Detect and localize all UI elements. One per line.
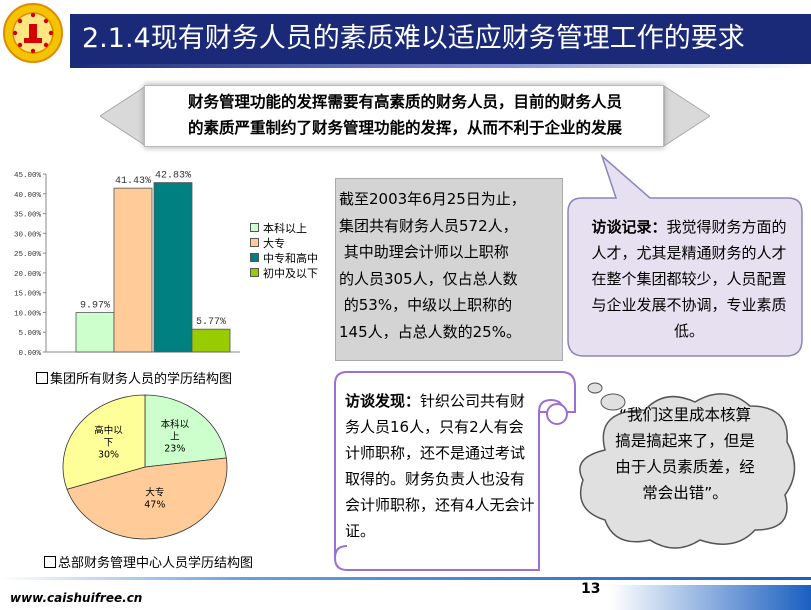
bar-value-label: 41.43%	[115, 176, 151, 187]
pie-label: 大专	[145, 487, 164, 499]
finding-label: 访谈发现：	[345, 392, 421, 410]
legend-label: 初中及以下	[263, 266, 318, 280]
bar-value-label: 5.77%	[196, 317, 226, 328]
y-tick-label: 40.00%	[14, 192, 42, 200]
interview-label: 访谈记录：	[591, 218, 667, 236]
pie-label: 上	[170, 431, 180, 442]
interview-text: 访谈记录：我觉得财务方面的人才，尤其是精通财务的人才在整个集团都较少，人员配置与…	[589, 214, 789, 344]
pie-label: 30%	[98, 450, 119, 461]
pie-label: 47%	[144, 500, 165, 511]
subtitle-line-1: 财务管理功能的发挥需要有高素质的财务人员，目前的财务人员	[187, 93, 622, 111]
legend-swatch	[250, 268, 259, 277]
title-bar	[70, 14, 811, 68]
subtitle-line-2: 的素质严重制约了财务管理功能的发挥，从而不利于企业的发展	[187, 119, 622, 137]
quote-cloud	[579, 382, 796, 549]
legend-item: 初中及以下	[250, 265, 318, 280]
bar-value-label: 9.97%	[80, 301, 110, 312]
legend-item: 大专	[250, 235, 318, 250]
stats-box	[335, 178, 563, 361]
bar	[113, 187, 153, 353]
subtitle-box	[144, 85, 664, 147]
subtitle-arrows	[100, 85, 710, 147]
bar-chart-caption: 集团所有财务人员的学历结构图	[36, 368, 232, 387]
bar-value-label: 42.83%	[155, 171, 191, 182]
y-tick-label: 20.00%	[14, 271, 42, 279]
pie-label: 23%	[164, 443, 185, 454]
stats-line: 截至2003年6月25日为止，	[339, 190, 526, 208]
y-tick-label: 30.00%	[14, 231, 42, 239]
stats-text: 截至2003年6月25日为止， 集团共有财务人员572人， 其中助理会计师以上职…	[339, 186, 559, 345]
legend-label: 大专	[263, 236, 285, 250]
legend-swatch	[250, 223, 259, 232]
pie-label: 下	[104, 438, 114, 449]
stats-line: 145人，占总人数的25%。	[339, 322, 521, 341]
quote-text: “我们这里成本核算搞是搞起来了，但是由于人员素质差，经常会出错”。	[615, 406, 755, 502]
legend-item: 本科以上	[250, 220, 318, 235]
pie-label: 高中以	[94, 425, 123, 437]
footer-divider	[0, 577, 811, 580]
pie-chart-caption: 总部财务管理中心人员学历结构图	[44, 552, 253, 571]
y-tick-label: 5.00%	[18, 330, 41, 338]
interview-callout	[567, 153, 803, 357]
y-tick-label: 45.00%	[14, 172, 42, 180]
legend-swatch	[250, 253, 259, 262]
pie-slice	[62, 394, 146, 490]
bar	[75, 312, 115, 353]
bar	[191, 328, 231, 353]
footer-strip	[610, 585, 811, 610]
bar-chart: 0.00% 5.00% 10.00% 15.00% 20.00% 25.00% 30.00%…	[14, 171, 240, 358]
logo-icon	[3, 3, 63, 63]
stats-line: 的53%，中级以上职称的	[339, 296, 513, 314]
stats-line: 的人员305人，仅占总人数	[339, 269, 518, 288]
legend-item: 中专和高中	[250, 250, 318, 265]
legend-label: 中专和高中	[263, 251, 318, 265]
finding-text: 访谈发现：针织公司共有财务人员16人，只有2人有会计师职称，还不是通过考试取得的…	[345, 388, 535, 544]
page-number: 13	[581, 581, 601, 597]
y-tick-label: 0.00%	[18, 350, 41, 358]
slide-title: 2.1.4现有财务人员的素质难以适应财务管理工作的要求	[82, 23, 745, 54]
y-tick-label: 15.00%	[14, 291, 42, 299]
legend-swatch	[250, 238, 259, 247]
y-tick-label: 25.00%	[14, 251, 42, 259]
pie-slice	[144, 394, 227, 468]
finding-body: 针织公司共有财务人员16人，只有2人有会计师职称，还不是通过考试取得的。财务负责…	[345, 392, 535, 540]
pie-label: 本科以	[161, 418, 190, 430]
bar	[153, 182, 193, 353]
bar-legend: 本科以上 大专 中专和高中 初中及以下	[250, 220, 318, 280]
interview-body: 我觉得财务方面的人才，尤其是精通财务的人才在整个集团都较少，人员配置与企业发展不…	[591, 218, 787, 340]
finding-scroll	[334, 371, 576, 571]
legend-label: 本科以上	[263, 221, 307, 235]
y-tick-label: 10.00%	[14, 310, 42, 318]
y-tick-label: 35.00%	[14, 212, 42, 220]
stats-line: 集团共有财务人员572人，	[339, 216, 518, 235]
footer-url: www.caishuifree.cn	[10, 591, 143, 605]
subtitle-text: 财务管理功能的发挥需要有高素质的财务人员，目前的财务人员 的素质严重制约了财务管…	[150, 89, 660, 141]
stats-line: 其中助理会计师以上职称	[339, 243, 509, 261]
